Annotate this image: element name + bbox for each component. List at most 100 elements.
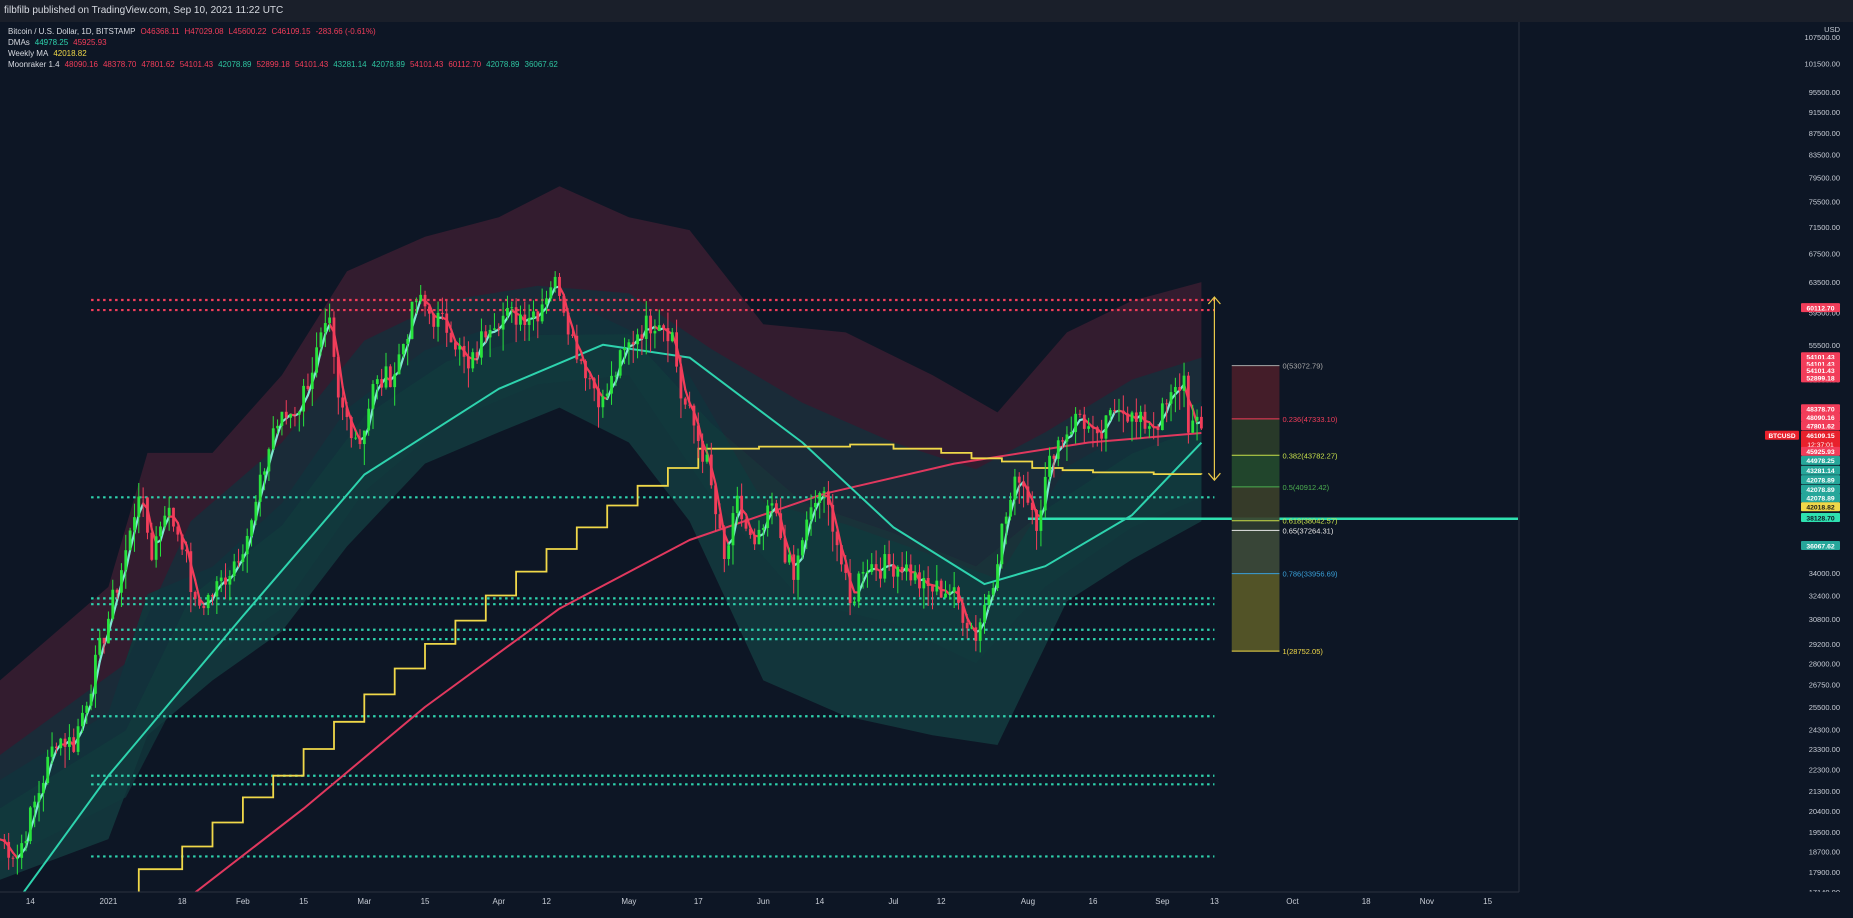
- price-tick-label: 18700.00: [1809, 847, 1840, 856]
- candle-body: [1035, 510, 1038, 531]
- time-tick-label: 14: [815, 897, 824, 906]
- candle-body: [601, 396, 604, 407]
- candle-body: [888, 554, 891, 565]
- time-tick-label: 16: [1089, 897, 1098, 906]
- time-tick-label: 17: [694, 897, 703, 906]
- candle-body: [909, 564, 912, 580]
- top-bar: filbfilb published on TradingView.com, S…: [0, 0, 1853, 22]
- candle-body: [1031, 503, 1034, 510]
- fib-level-label: 1(28752.05): [1282, 647, 1323, 656]
- candle-body: [328, 318, 331, 324]
- price-label-text: 43281.14: [1806, 468, 1835, 475]
- candle-body: [541, 304, 544, 321]
- candle-body: [523, 315, 526, 325]
- price-label-text: 47801.62: [1806, 424, 1835, 431]
- candle-body: [1170, 392, 1173, 404]
- candle-body: [224, 578, 227, 585]
- candle-body: [1079, 414, 1082, 415]
- candle-body: [996, 564, 999, 588]
- moonraker-value: 54101.43: [180, 59, 213, 70]
- fib-level-label: 0.5(40912.42): [1282, 483, 1329, 492]
- price-tick-label: 19500.00: [1809, 828, 1840, 837]
- candle-body: [120, 570, 123, 593]
- candle-body: [1105, 415, 1108, 438]
- candle-body: [402, 344, 405, 354]
- candle-body: [701, 441, 704, 462]
- candle-body: [354, 438, 357, 439]
- candle-body: [437, 313, 440, 327]
- price-label-text: 36067.62: [1806, 543, 1835, 550]
- candle-body: [892, 565, 895, 577]
- moonraker-value: 42078.89: [486, 59, 519, 70]
- close-value: C46109.15: [271, 26, 310, 37]
- price-label-text: 38128.70: [1806, 515, 1835, 522]
- moonraker-value: 48378.70: [103, 59, 136, 70]
- candle-body: [840, 545, 843, 564]
- fib-level-label: 0(53072.79): [1282, 362, 1323, 371]
- candle-body: [476, 352, 479, 357]
- price-tick-label: 95500.00: [1809, 88, 1840, 97]
- candle-body: [966, 623, 969, 628]
- candle-body: [471, 352, 474, 368]
- wma-label[interactable]: Weekly MA: [8, 48, 48, 59]
- candle-body: [814, 503, 817, 507]
- fib-level-label: 0.786(33956.69): [1282, 570, 1338, 579]
- symbol-name[interactable]: Bitcoin / U.S. Dollar, 1D, BITSTAMP: [8, 26, 135, 37]
- price-label-text: 60112.70: [1807, 305, 1835, 312]
- candle-body: [727, 545, 730, 559]
- moonraker-value: 54101.43: [295, 59, 328, 70]
- candle-body: [85, 706, 88, 713]
- candle-body: [732, 513, 735, 545]
- candle-body: [46, 757, 49, 783]
- candle-body: [797, 555, 800, 579]
- moonraker-label[interactable]: Moonraker 1.4: [8, 59, 60, 70]
- time-tick-label: 15: [299, 897, 308, 906]
- candle-body: [974, 627, 977, 640]
- candle-body: [458, 346, 461, 350]
- candle-body: [419, 295, 422, 301]
- candle-body: [792, 554, 795, 579]
- candle-body: [515, 307, 518, 324]
- price-tick-label: 63500.00: [1809, 278, 1840, 287]
- candle-body: [935, 581, 938, 592]
- candle-body: [1100, 433, 1103, 438]
- price-tick-label: 28000.00: [1809, 659, 1840, 668]
- candle-body: [1113, 410, 1116, 411]
- candle-body: [944, 594, 947, 598]
- candle-body: [250, 520, 253, 536]
- candle-body: [1183, 376, 1186, 391]
- moonraker-value: 42078.89: [218, 59, 251, 70]
- candle-body: [545, 298, 548, 304]
- price-tick-label: 29200.00: [1809, 640, 1840, 649]
- candle-body: [484, 331, 487, 337]
- price-tick-label: 67500.00: [1809, 250, 1840, 259]
- fib-zone: [1232, 419, 1280, 455]
- candle-body: [298, 412, 301, 415]
- price-label-text: 48090.16: [1806, 415, 1835, 422]
- time-tick-label: Sep: [1155, 897, 1170, 906]
- candle-body: [398, 354, 401, 374]
- price-tick-label: 22300.00: [1809, 765, 1840, 774]
- price-label-text: 45925.93: [1806, 449, 1835, 456]
- dmas-label[interactable]: DMAs: [8, 37, 30, 48]
- candle-body: [554, 277, 557, 287]
- candle-body: [623, 348, 626, 350]
- price-tick-label: 71500.00: [1809, 223, 1840, 232]
- candle-body: [992, 588, 995, 595]
- wma-value: 42018.82: [53, 48, 86, 59]
- candle-body: [857, 574, 860, 602]
- time-tick-label: May: [621, 897, 636, 906]
- candle-body: [64, 739, 67, 747]
- candle-body: [710, 455, 713, 486]
- fib-zone: [1232, 487, 1280, 521]
- candle-body: [1061, 440, 1064, 441]
- candle-body: [233, 561, 236, 576]
- candle-body: [189, 551, 192, 592]
- candle-body: [987, 595, 990, 605]
- candle-body: [311, 373, 314, 389]
- candle-body: [163, 516, 166, 527]
- candle-body: [463, 346, 466, 357]
- candle-body: [372, 384, 375, 409]
